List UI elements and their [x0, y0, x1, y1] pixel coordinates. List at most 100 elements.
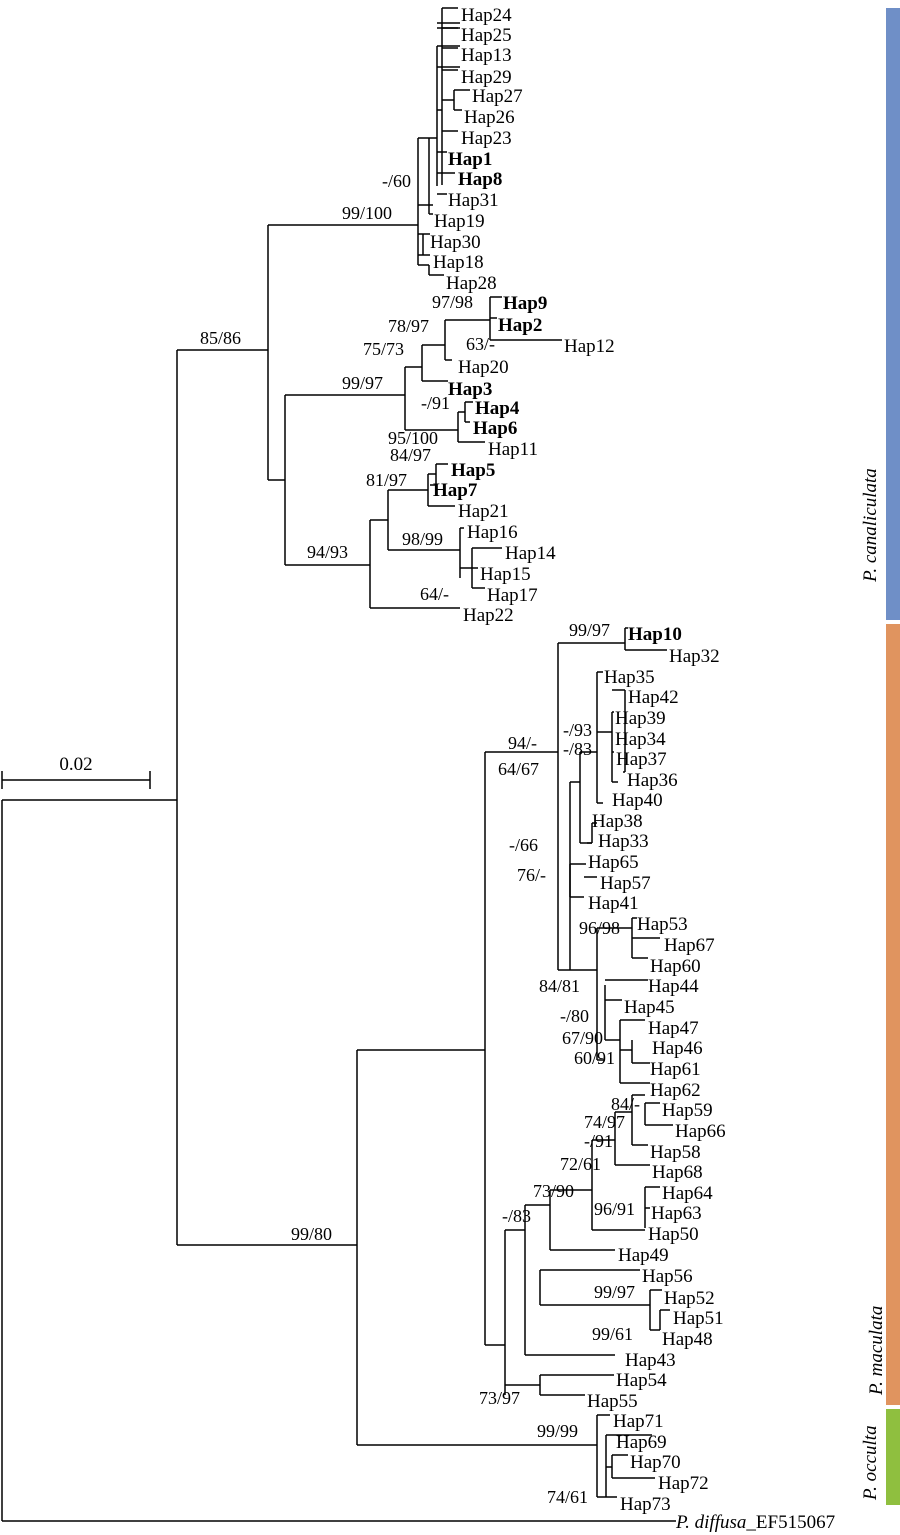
tip-label: Hap8 [458, 169, 502, 190]
support-value: -/83 [563, 739, 592, 759]
tip-label: Hap35 [604, 667, 655, 688]
tip-label: Hap27 [472, 86, 523, 107]
tip-label: Hap7 [433, 480, 478, 501]
scale-bar-label: 0.02 [59, 754, 92, 775]
tip-label: Hap11 [488, 439, 538, 460]
tip-label: Hap55 [587, 1391, 638, 1412]
tip-label: Hap52 [664, 1288, 715, 1309]
tip-label: Hap22 [463, 605, 514, 626]
tip-label: Hap37 [616, 749, 667, 770]
tip-label: Hap62 [650, 1080, 701, 1101]
outgroup-genus: P. diffusa [675, 1512, 746, 1533]
scale-bar: 0.02 [1, 754, 151, 789]
tip-label: Hap9 [503, 293, 547, 314]
tip-label: Hap72 [658, 1473, 709, 1494]
support-value: 74/97 [584, 1112, 625, 1132]
tip-label: Hap33 [598, 831, 649, 852]
tip-label: Hap16 [467, 522, 518, 543]
support-value: -/91 [584, 1131, 613, 1151]
tip-label: Hap54 [616, 1370, 667, 1391]
support-value: 98/99 [402, 529, 443, 549]
support-value: 63/- [466, 334, 495, 354]
support-value: 64/- [420, 584, 449, 604]
support-value: 64/67 [498, 759, 539, 779]
tip-label: Hap32 [669, 646, 720, 667]
support-value: 97/98 [432, 292, 473, 312]
support-value: 99/97 [342, 373, 383, 393]
clade-bars: P. canaliculata P. maculata P. occulta [860, 8, 900, 1505]
support-value: -/60 [382, 171, 411, 191]
tip-label: Hap4 [475, 398, 520, 419]
tip-label: Hap39 [615, 708, 666, 729]
tree-branches [1, 7, 676, 1522]
support-value: 99/80 [291, 1224, 332, 1244]
support-value: 99/100 [342, 203, 392, 223]
support-value: 94/93 [307, 542, 348, 562]
support-value: -/93 [563, 720, 592, 740]
tip-label: Hap23 [461, 128, 512, 149]
tip-label: Hap66 [675, 1121, 726, 1142]
support-value: -/91 [421, 393, 450, 413]
clade-bar [886, 8, 900, 620]
tip-label: Hap6 [473, 418, 517, 439]
tip-label: Hap10 [628, 624, 682, 645]
support-value: 73/90 [533, 1181, 574, 1201]
tip-label: Hap38 [592, 811, 643, 832]
support-value: 96/91 [594, 1199, 635, 1219]
support-value: 85/86 [200, 328, 241, 348]
support-value: 81/97 [366, 470, 407, 490]
tip-label: Hap56 [642, 1266, 693, 1287]
tip-label: Hap71 [613, 1411, 664, 1432]
tip-label: Hap17 [487, 585, 538, 606]
clade-bar [886, 1409, 900, 1505]
tip-labels: Hap24Hap25Hap13Hap29Hap27Hap26Hap23Hap1H… [430, 5, 726, 1515]
tip-label: Hap64 [662, 1183, 713, 1204]
tip-label: Hap73 [620, 1494, 671, 1515]
tip-label: Hap47 [648, 1018, 699, 1039]
support-value: 99/97 [569, 620, 610, 640]
tip-label: Hap3 [448, 379, 492, 400]
tip-label: Hap28 [446, 273, 497, 294]
tip-label: Hap61 [650, 1059, 701, 1080]
tip-label: Hap18 [433, 252, 484, 273]
support-value: -/83 [502, 1206, 531, 1226]
support-value: 72/61 [560, 1154, 601, 1174]
tip-label: Hap49 [618, 1245, 669, 1266]
tip-label: Hap29 [461, 67, 512, 88]
support-value: 84/- [611, 1094, 640, 1114]
clade-label: P. occulta [860, 1425, 881, 1501]
tip-label: Hap58 [650, 1142, 701, 1163]
tip-label: Hap36 [627, 770, 678, 791]
tip-label: Hap13 [461, 45, 512, 66]
support-value: -/80 [560, 1006, 589, 1026]
tip-label: Hap26 [464, 107, 515, 128]
tip-label: Hap2 [498, 315, 542, 336]
tip-label: Hap34 [615, 729, 666, 750]
tip-label: Hap15 [480, 564, 531, 585]
tip-label: Hap50 [648, 1224, 699, 1245]
support-value: 74/61 [547, 1487, 588, 1507]
support-value: 84/97 [390, 445, 431, 465]
outgroup-accession: _EF515067 [745, 1512, 835, 1533]
clade-bar [886, 624, 900, 1405]
support-value: 76/- [517, 865, 546, 885]
tip-label: Hap5 [451, 460, 495, 481]
tip-label: Hap48 [662, 1329, 713, 1350]
tip-label: Hap70 [630, 1452, 681, 1473]
tip-label: Hap43 [625, 1350, 676, 1371]
tip-label: Hap31 [448, 190, 499, 211]
tip-label: Hap41 [588, 893, 639, 914]
support-value: 84/81 [539, 976, 580, 996]
tip-label: Hap1 [448, 149, 492, 170]
tip-label: Hap65 [588, 852, 639, 873]
clade-label: P. canaliculata [860, 468, 881, 583]
support-value: 96/98 [579, 918, 620, 938]
tip-label: Hap53 [637, 914, 688, 935]
support-value: 67/90 [562, 1028, 603, 1048]
support-value: 78/97 [388, 316, 429, 336]
tip-label: Hap44 [648, 976, 699, 997]
tip-label: Hap40 [612, 790, 663, 811]
tip-label: Hap60 [650, 956, 701, 977]
tip-label: Hap14 [505, 543, 556, 564]
